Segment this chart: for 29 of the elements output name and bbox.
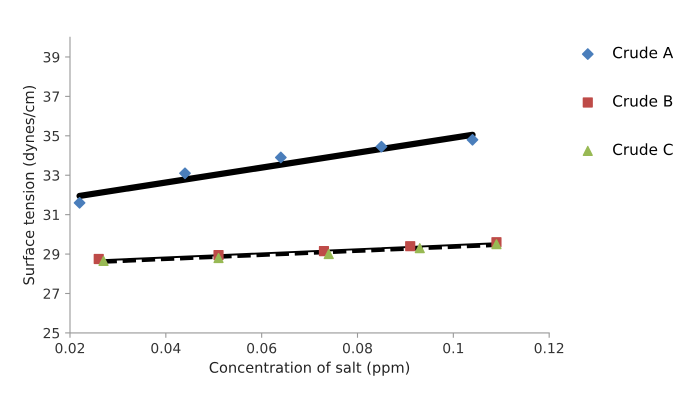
point	[74, 196, 86, 209]
x-tick-label: 0.04	[151, 342, 181, 354]
x-tick-label: 0.08	[342, 342, 372, 354]
legend-label: Crude C	[613, 143, 673, 156]
x-axis-title: Concentration of salt (ppm)	[210, 362, 410, 376]
y-tick-label: 25	[44, 328, 60, 338]
x-tick-label: 0.06	[247, 342, 276, 354]
y-tick-label: 37	[44, 91, 60, 102]
y-tick-label: 31	[44, 210, 59, 220]
point	[98, 256, 109, 266]
legend-label: Crude B	[613, 94, 672, 107]
point	[179, 167, 191, 180]
y-tick-label: 35	[44, 130, 60, 142]
point	[376, 140, 388, 153]
y-tick-label: 27	[44, 288, 60, 299]
x-tick-label: 0.12	[534, 342, 564, 354]
point	[324, 248, 334, 260]
point	[405, 241, 416, 252]
y-tick-label: 33	[44, 170, 60, 181]
point	[274, 152, 287, 164]
legend-label: Crude A	[613, 46, 673, 58]
x-tick-label: 0.02	[55, 342, 84, 354]
point	[213, 252, 224, 264]
x-tick-label: 0.1	[443, 342, 464, 354]
y-axis-title: Surface tension (dynes/cm)	[22, 86, 38, 285]
y-tick-label: 29	[44, 249, 60, 260]
point	[466, 134, 478, 146]
y-tick-label: 39	[44, 52, 60, 62]
point	[414, 243, 425, 254]
